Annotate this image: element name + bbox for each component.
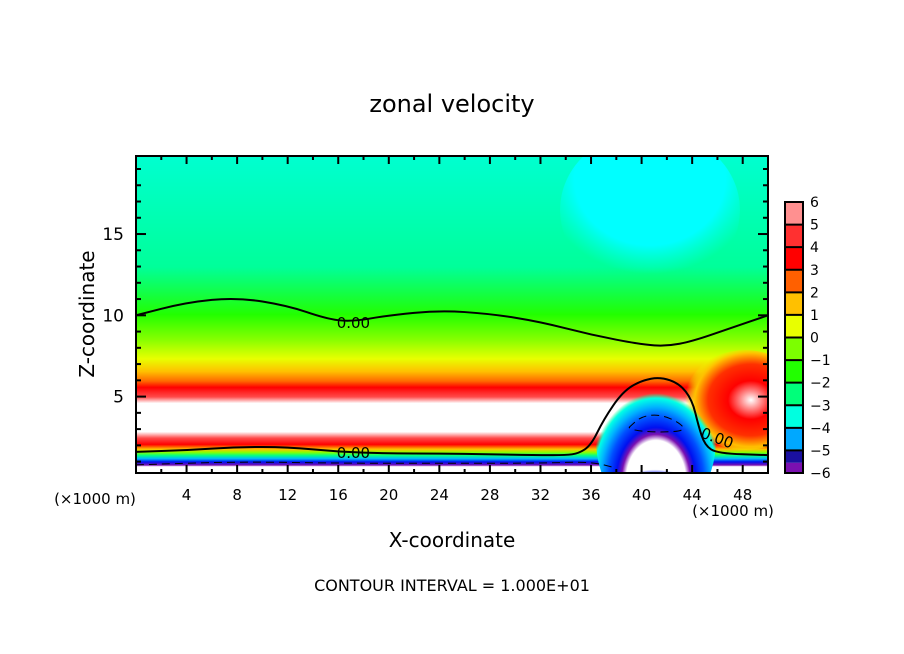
colorbar-band [785,247,803,270]
x-tick-label: 12 [278,486,297,504]
zero-contour-upper [136,297,768,347]
colorbar-tick-label: 0 [810,331,819,347]
contour-label: 0.00 [337,314,370,332]
negative-contour-lower [136,461,617,469]
chart-title: zonal velocity [369,90,534,118]
colorbar-band [785,224,803,248]
colorbar-tick-label: 1 [810,308,819,324]
x-tick-label: 24 [430,486,449,504]
colorbar-tick-label: −3 [810,398,831,414]
y-tick-label: 5 [113,388,124,408]
contour-interval-note: CONTOUR INTERVAL = 1.000E+01 [314,576,590,595]
colorbar-band [785,427,803,451]
negative-contour-dome [628,414,684,433]
colorbar-band [785,450,803,463]
colorbar-tick-label: −5 [810,443,831,459]
colorbar-tick-label: 5 [810,218,819,234]
contour-label: 0.00 [337,444,370,462]
contour-field: 0.000.000.00 [136,156,768,473]
x-tick-label: 4 [182,486,192,504]
x-tick-label: 48 [733,486,752,504]
x-tick-label: 40 [632,486,651,504]
y-axis-label: Z-coordinate [75,250,99,377]
colorbar-tick-label: 2 [810,285,819,301]
y-units-label: (×1000 m) [54,490,136,508]
x-tick-label: 44 [683,486,702,504]
colorbar-band [785,292,803,315]
colorbar-tick-label: 6 [810,195,819,211]
x-tick-label: 36 [581,486,600,504]
colorbar-frame [784,201,804,474]
colorbar-tick-label: −2 [810,376,831,392]
y-tick-label: 10 [102,306,124,326]
x-axis-label: X-coordinate [389,528,516,552]
colorbar-band [785,462,803,473]
colorbar-tick-label: −6 [810,466,831,482]
colorbar-tick-label: 3 [810,263,819,279]
colorbar-band [785,314,803,338]
colorbar-band [785,337,803,361]
dome-lower-core [603,436,707,473]
x-units-label: (×1000 m) [692,502,774,520]
x-tick-label: 8 [232,486,242,504]
zero-contour-lower [136,377,768,457]
x-tick-label: 28 [480,486,499,504]
colorbar-band [785,360,803,383]
colorbar-tick-label: −1 [810,353,831,369]
colorbar-band [785,382,803,406]
colorbar-band [785,269,803,293]
upper-cyan-region [560,156,740,290]
colorbar-band [785,405,803,428]
x-tick-label: 20 [379,486,398,504]
y-tick-label: 15 [102,225,124,245]
x-tick-label: 16 [329,486,348,504]
colorbar-tick-label: −4 [810,421,831,437]
colorbar-tick-label: 4 [810,240,819,256]
x-tick-label: 32 [531,486,550,504]
colorbar: 6 5 4 3 2 1 0 −1 −2 −3 −4 −5 −6 [784,195,831,482]
colorbar-band [785,202,803,225]
